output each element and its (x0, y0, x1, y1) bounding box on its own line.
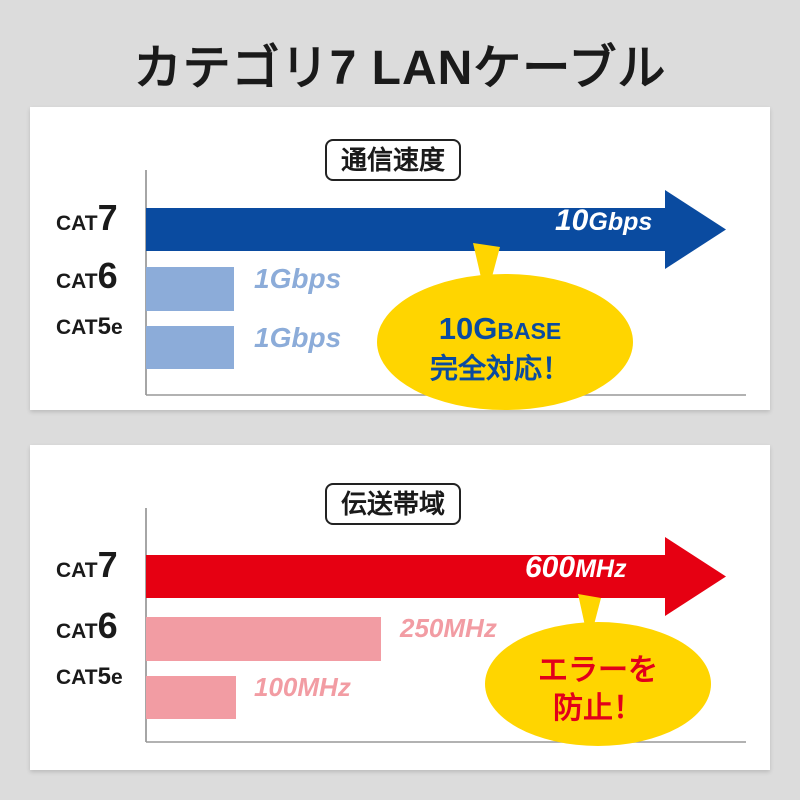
svg-text:エラーを: エラーを (538, 654, 658, 687)
svg-text:防止！: 防止！ (553, 692, 643, 725)
svg-text:完全対応！: 完全対応！ (430, 352, 570, 384)
